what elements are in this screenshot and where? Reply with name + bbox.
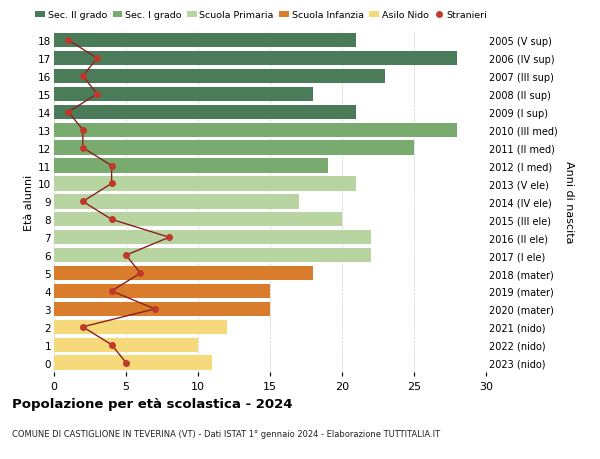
Bar xyxy=(54,320,227,334)
Bar xyxy=(54,302,270,316)
Bar xyxy=(54,52,457,66)
Bar xyxy=(54,195,299,209)
Bar xyxy=(54,106,356,120)
Legend: Sec. II grado, Sec. I grado, Scuola Primaria, Scuola Infanzia, Asilo Nido, Stran: Sec. II grado, Sec. I grado, Scuola Prim… xyxy=(32,7,491,24)
Bar xyxy=(54,230,371,245)
Bar xyxy=(54,213,342,227)
Bar xyxy=(54,356,212,370)
Bar xyxy=(54,284,270,298)
Bar xyxy=(54,266,313,280)
Bar xyxy=(54,338,198,352)
Bar xyxy=(54,141,414,156)
Bar xyxy=(54,248,371,263)
Y-axis label: Anni di nascita: Anni di nascita xyxy=(564,161,574,243)
Bar xyxy=(54,88,313,102)
Bar xyxy=(54,34,356,48)
Text: COMUNE DI CASTIGLIONE IN TEVERINA (VT) - Dati ISTAT 1° gennaio 2024 - Elaborazio: COMUNE DI CASTIGLIONE IN TEVERINA (VT) -… xyxy=(12,429,440,438)
Bar xyxy=(54,70,385,84)
Text: Popolazione per età scolastica - 2024: Popolazione per età scolastica - 2024 xyxy=(12,397,293,410)
Bar xyxy=(54,123,457,138)
Bar xyxy=(54,177,356,191)
Y-axis label: Età alunni: Età alunni xyxy=(24,174,34,230)
Bar xyxy=(54,159,328,174)
